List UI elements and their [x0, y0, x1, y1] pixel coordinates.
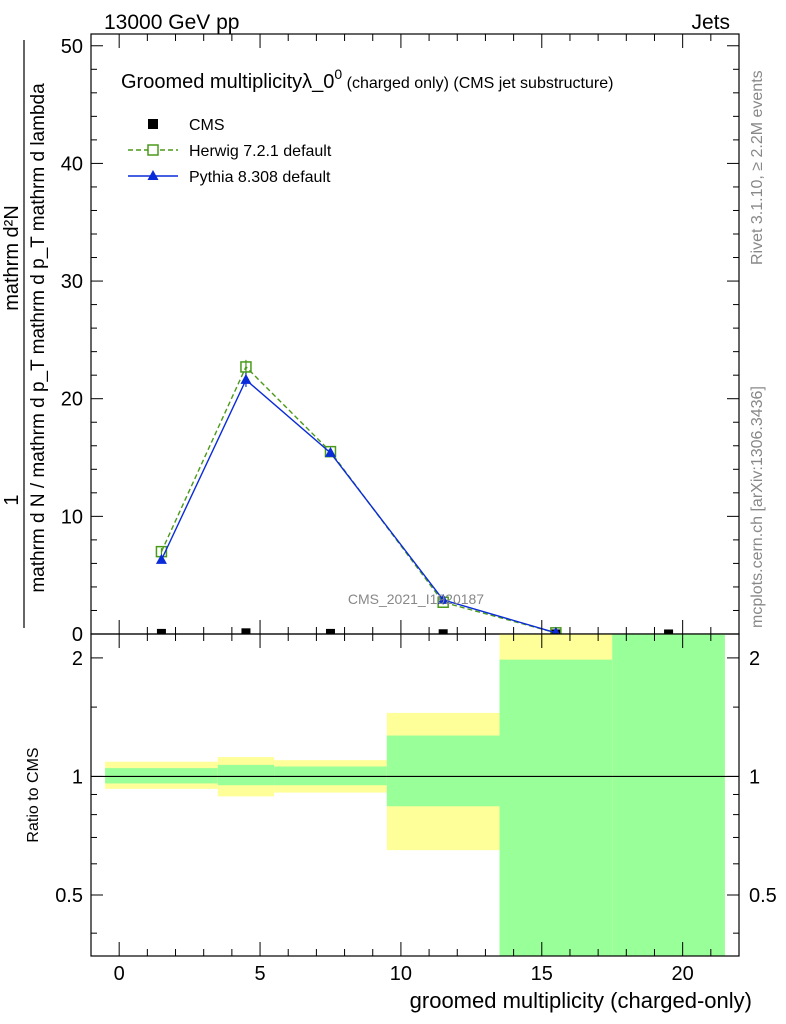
rivet-label: Rivet 3.1.10, ≥ 2.2M events: [749, 70, 766, 265]
watermark: CMS_2021_I1920187: [348, 591, 484, 607]
chart-title: Groomed multiplicityλ_00 (charged only) …: [121, 66, 613, 93]
bottom-panel: 0.5 0.51 12 20 5 10 15 20 Ratio to CMS groomed …: [25, 633, 777, 1013]
ratio-ytick-label-right: 0.5: [749, 885, 777, 907]
legend-marker-cms: [148, 119, 158, 129]
x-tick-label: 20: [672, 963, 694, 985]
mcplots-label: mcplots.cern.ch [arXiv:1306.3436]: [749, 386, 766, 628]
legend-marker-herwig: [147, 144, 159, 156]
cms-point: [156, 628, 166, 634]
ylabel-denominator: mathrm d N / mathrm d p_T mathrm d p_T m…: [28, 83, 49, 593]
ratio-bands-layer: [91, 634, 739, 956]
top-ytick-label: 0: [72, 624, 83, 646]
x-tick-label: 0: [114, 963, 125, 985]
ratio-ytick-label-right: 2: [749, 648, 760, 670]
pythia-point: [437, 593, 449, 604]
ratio-band-stat: [386, 735, 500, 807]
pythia-point: [155, 553, 167, 564]
chart-title-suffix: (charged only) (CMS jet substructure): [342, 75, 613, 92]
top-ytick-label: 50: [61, 36, 83, 58]
top-ytick-label: 30: [61, 271, 83, 293]
cms-point: [241, 628, 251, 634]
ylabel-numerator: 1: [1, 494, 23, 505]
top-axes: 0 10 20 30 40 50: [61, 34, 740, 646]
bottom-axes: 0.5 0.51 12 20 5 10 15 20: [55, 634, 777, 985]
cms-point: [325, 628, 335, 634]
ratio-band-stat: [217, 764, 275, 786]
legend-label-2: Pythia 8.308 default: [189, 169, 331, 186]
x-axis-label: groomed multiplicity (charged-only): [410, 988, 752, 1013]
x-tick-label: 10: [390, 963, 412, 985]
ratio-ytick-label: 0.5: [55, 885, 83, 907]
chart-title-sup: 0: [334, 66, 342, 82]
x-tick-label: 15: [531, 963, 553, 985]
top-ytick-label: 20: [61, 389, 83, 411]
bottom-frame: [90, 633, 740, 957]
top-ylabel: mathrm d²N 1 mathrm d N / mathrm d p_T m…: [1, 40, 49, 628]
pythia-point: [551, 626, 560, 634]
cms-point: [438, 629, 448, 634]
ratio-ytick-label-right: 1: [749, 766, 760, 788]
ratio-band-stat: [105, 768, 218, 784]
x-tick-label: 5: [254, 963, 265, 985]
header-right: Jets: [691, 11, 730, 34]
ratio-ytick-label: 2: [72, 648, 83, 670]
pythia-point: [324, 446, 336, 457]
legend-label-0: CMS: [189, 117, 225, 134]
ratio-ylabel: Ratio to CMS: [25, 747, 42, 842]
ratio-band-stat: [612, 634, 725, 956]
ratio-ytick-label: 1: [72, 766, 83, 788]
herwig-point: [240, 361, 252, 373]
header-left: 13000 GeV pp: [104, 11, 239, 34]
pythia-point: [240, 373, 252, 384]
legend-label-1: Herwig 7.2.1 default: [189, 143, 332, 160]
top-ytick-label: 10: [61, 506, 83, 528]
cms-point: [664, 629, 674, 634]
chart-title-main: Groomed multiplicityλ_0: [121, 71, 334, 93]
ratio-band-stat: [499, 659, 613, 956]
top-series-layer: [155, 359, 674, 634]
legend: CMS Herwig 7.2.1 default Pythia 8.308 defa…: [128, 117, 332, 186]
top-ytick-label: 40: [61, 153, 83, 175]
legend-marker-pythia: [147, 170, 159, 180]
ylabel-numerator-top: mathrm d²N: [1, 205, 23, 311]
